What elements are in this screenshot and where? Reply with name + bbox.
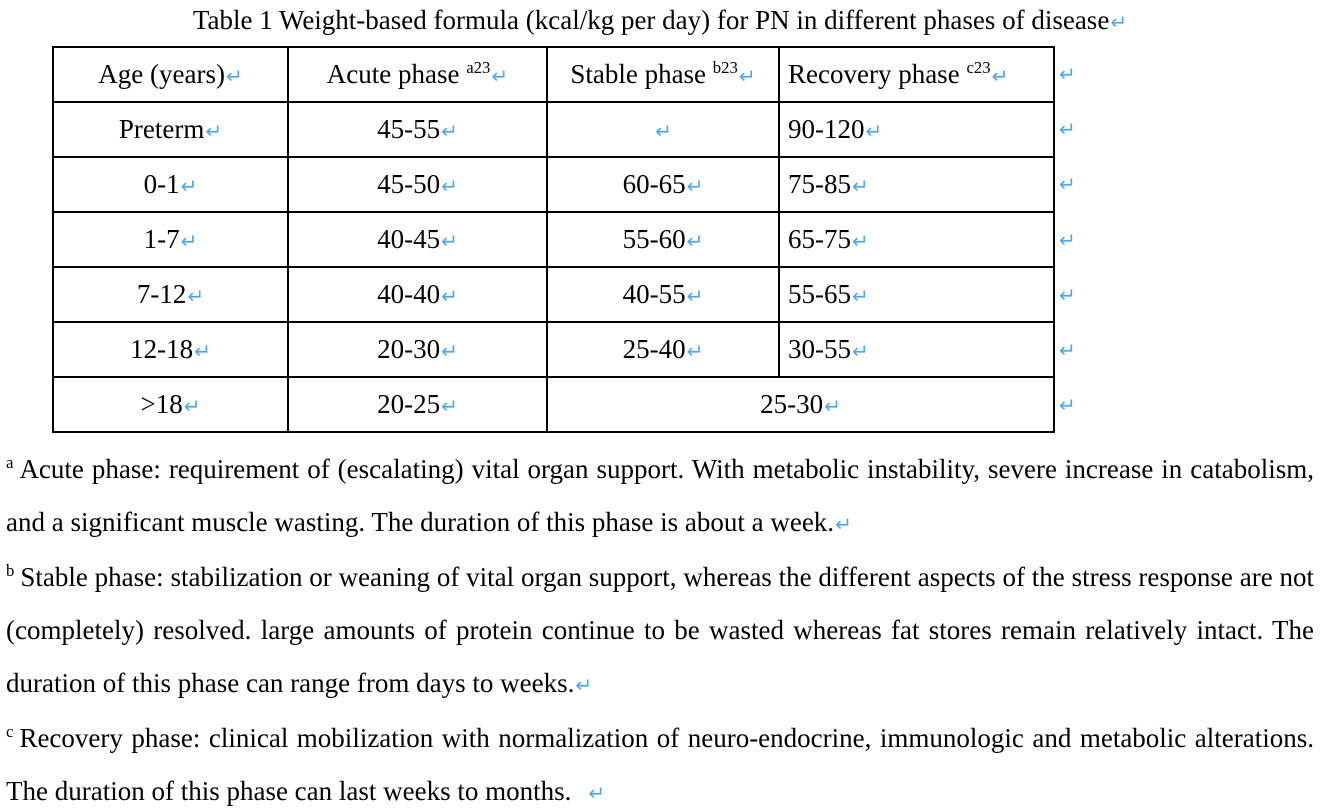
- row-end-mark: ↵: [1059, 227, 1076, 252]
- weight-formula-table: Age (years)↵ Acute phase a23↵ Stable pha…: [52, 46, 1055, 433]
- row-end-mark: ↵: [1059, 393, 1076, 418]
- line-break-mark: ↵: [1110, 10, 1128, 34]
- header-stable-phase: Stable phase b23↵: [546, 46, 780, 103]
- line-break-mark: ↵: [194, 339, 211, 363]
- line-break-mark: ↵: [225, 64, 243, 88]
- row-end-mark: ↵: [1059, 338, 1076, 363]
- table-zone: Age (years)↵ Acute phase a23↵ Stable pha…: [52, 46, 1320, 433]
- table-row: Preterm↵ 45-55↵ ↵ 90-120↵: [52, 101, 1055, 158]
- footnote-c: c Recovery phase: clinical mobilization w…: [6, 712, 1314, 812]
- cell-age: 12-18↵: [52, 321, 289, 378]
- cell-recovery: 65-75↵: [778, 211, 1055, 268]
- line-break-mark: ↵: [824, 394, 841, 418]
- cell-recovery: 55-65↵: [778, 266, 1055, 323]
- table-row: 0-1↵ 45-50↵ 60-65↵ 75-85↵: [52, 156, 1055, 213]
- line-break-mark: ↵: [187, 284, 205, 308]
- row-end-mark: ↵: [1059, 172, 1076, 197]
- row-end-mark: ↵: [1059, 61, 1076, 86]
- table-row: 7-12↵ 40-40↵ 40-55↵ 55-65↵: [52, 266, 1055, 323]
- row-end-marks: ↵ ↵ ↵ ↵ ↵ ↵ ↵: [1055, 46, 1076, 433]
- table-row: 12-18↵ 20-30↵ 25-40↵ 30-55↵: [52, 321, 1055, 378]
- cell-recovery: 30-55↵: [778, 321, 1055, 378]
- cell-age: 7-12↵: [52, 266, 289, 323]
- cell-stable: 55-60↵: [546, 211, 780, 268]
- cell-acute: 40-45↵: [287, 211, 548, 268]
- cell-age: Preterm↵: [52, 101, 289, 158]
- line-break-mark: ↵: [491, 64, 509, 88]
- footnote-ref-c: c23: [966, 58, 991, 77]
- cell-stable-recovery-merged: 25-30↵: [546, 376, 1055, 433]
- footnote-a: a Acute phase: requirement of (escalating…: [6, 443, 1314, 551]
- footnote-ref-a: a23: [466, 58, 491, 77]
- footnote-marker-a: a: [6, 453, 14, 473]
- line-break-mark: ↵: [441, 394, 458, 418]
- footnotes: a Acute phase: requirement of (escalating…: [0, 443, 1320, 812]
- cell-acute: 20-25↵: [287, 376, 548, 433]
- cell-stable: ↵: [546, 101, 780, 158]
- line-break-mark: ↵: [991, 64, 1009, 88]
- header-row: Age (years)↵ Acute phase a23↵ Stable pha…: [52, 46, 1055, 103]
- line-break-mark: ↵: [441, 284, 458, 308]
- footnote-b-text: Stable phase: stabilization or weaning o…: [6, 562, 1314, 699]
- line-break-mark: ↵: [686, 284, 704, 308]
- line-break-mark: ↵: [575, 673, 593, 698]
- cell-acute: 45-55↵: [287, 101, 548, 158]
- line-break-mark: ↵: [852, 174, 869, 198]
- cell-age: >18↵: [52, 376, 289, 433]
- cell-acute: 40-40↵: [287, 266, 548, 323]
- line-break-mark: ↵: [835, 512, 852, 537]
- line-break-mark: ↵: [441, 229, 458, 253]
- table-row: 1-7↵ 40-45↵ 55-60↵ 65-75↵: [52, 211, 1055, 268]
- line-break-mark: ↵: [588, 781, 606, 806]
- footnote-marker-b: b: [6, 561, 15, 581]
- footnote-c-text: Recovery phase: clinical mobilization wi…: [6, 723, 1314, 807]
- cell-acute: 45-50↵: [287, 156, 548, 213]
- cell-age: 0-1↵: [52, 156, 289, 213]
- line-break-mark: ↵: [441, 339, 458, 363]
- row-end-mark: ↵: [1059, 116, 1076, 141]
- line-break-mark: ↵: [183, 394, 201, 418]
- cell-acute: 20-30↵: [287, 321, 548, 378]
- line-break-mark: ↵: [852, 339, 869, 363]
- line-break-mark: ↵: [852, 229, 869, 253]
- cell-stable: 25-40↵: [546, 321, 780, 378]
- line-break-mark: ↵: [655, 119, 672, 143]
- line-break-mark: ↵: [441, 174, 458, 198]
- header-age: Age (years)↵: [52, 46, 289, 103]
- cell-stable: 40-55↵: [546, 266, 780, 323]
- cell-recovery: 75-85↵: [778, 156, 1055, 213]
- line-break-mark: ↵: [852, 284, 869, 308]
- line-break-mark: ↵: [686, 339, 704, 363]
- table-caption: Table 1 Weight-based formula (kcal/kg pe…: [0, 0, 1320, 42]
- cell-recovery: 90-120↵: [778, 101, 1055, 158]
- line-break-mark: ↵: [441, 119, 458, 143]
- line-break-mark: ↵: [865, 119, 883, 143]
- footnote-marker-c: c: [6, 722, 14, 742]
- table-row: >18↵ 20-25↵ 25-30↵: [52, 376, 1055, 433]
- header-acute-phase: Acute phase a23↵: [287, 46, 548, 103]
- line-break-mark: ↵: [205, 119, 223, 143]
- line-break-mark: ↵: [686, 229, 704, 253]
- table-caption-text: Table 1 Weight-based formula (kcal/kg pe…: [192, 5, 1110, 35]
- row-end-mark: ↵: [1059, 282, 1076, 307]
- footnote-ref-b: b23: [712, 58, 738, 77]
- footnote-a-text: Acute phase: requirement of (escalating)…: [6, 454, 1314, 538]
- header-recovery-phase: Recovery phase c23↵: [778, 46, 1055, 103]
- cell-age: 1-7↵: [52, 211, 289, 268]
- line-break-mark: ↵: [738, 64, 756, 88]
- line-break-mark: ↵: [180, 174, 198, 198]
- line-break-mark: ↵: [180, 229, 198, 253]
- footnote-b: b Stable phase: stabilization or weaning …: [6, 551, 1314, 712]
- cell-stable: 60-65↵: [546, 156, 780, 213]
- line-break-mark: ↵: [686, 174, 704, 198]
